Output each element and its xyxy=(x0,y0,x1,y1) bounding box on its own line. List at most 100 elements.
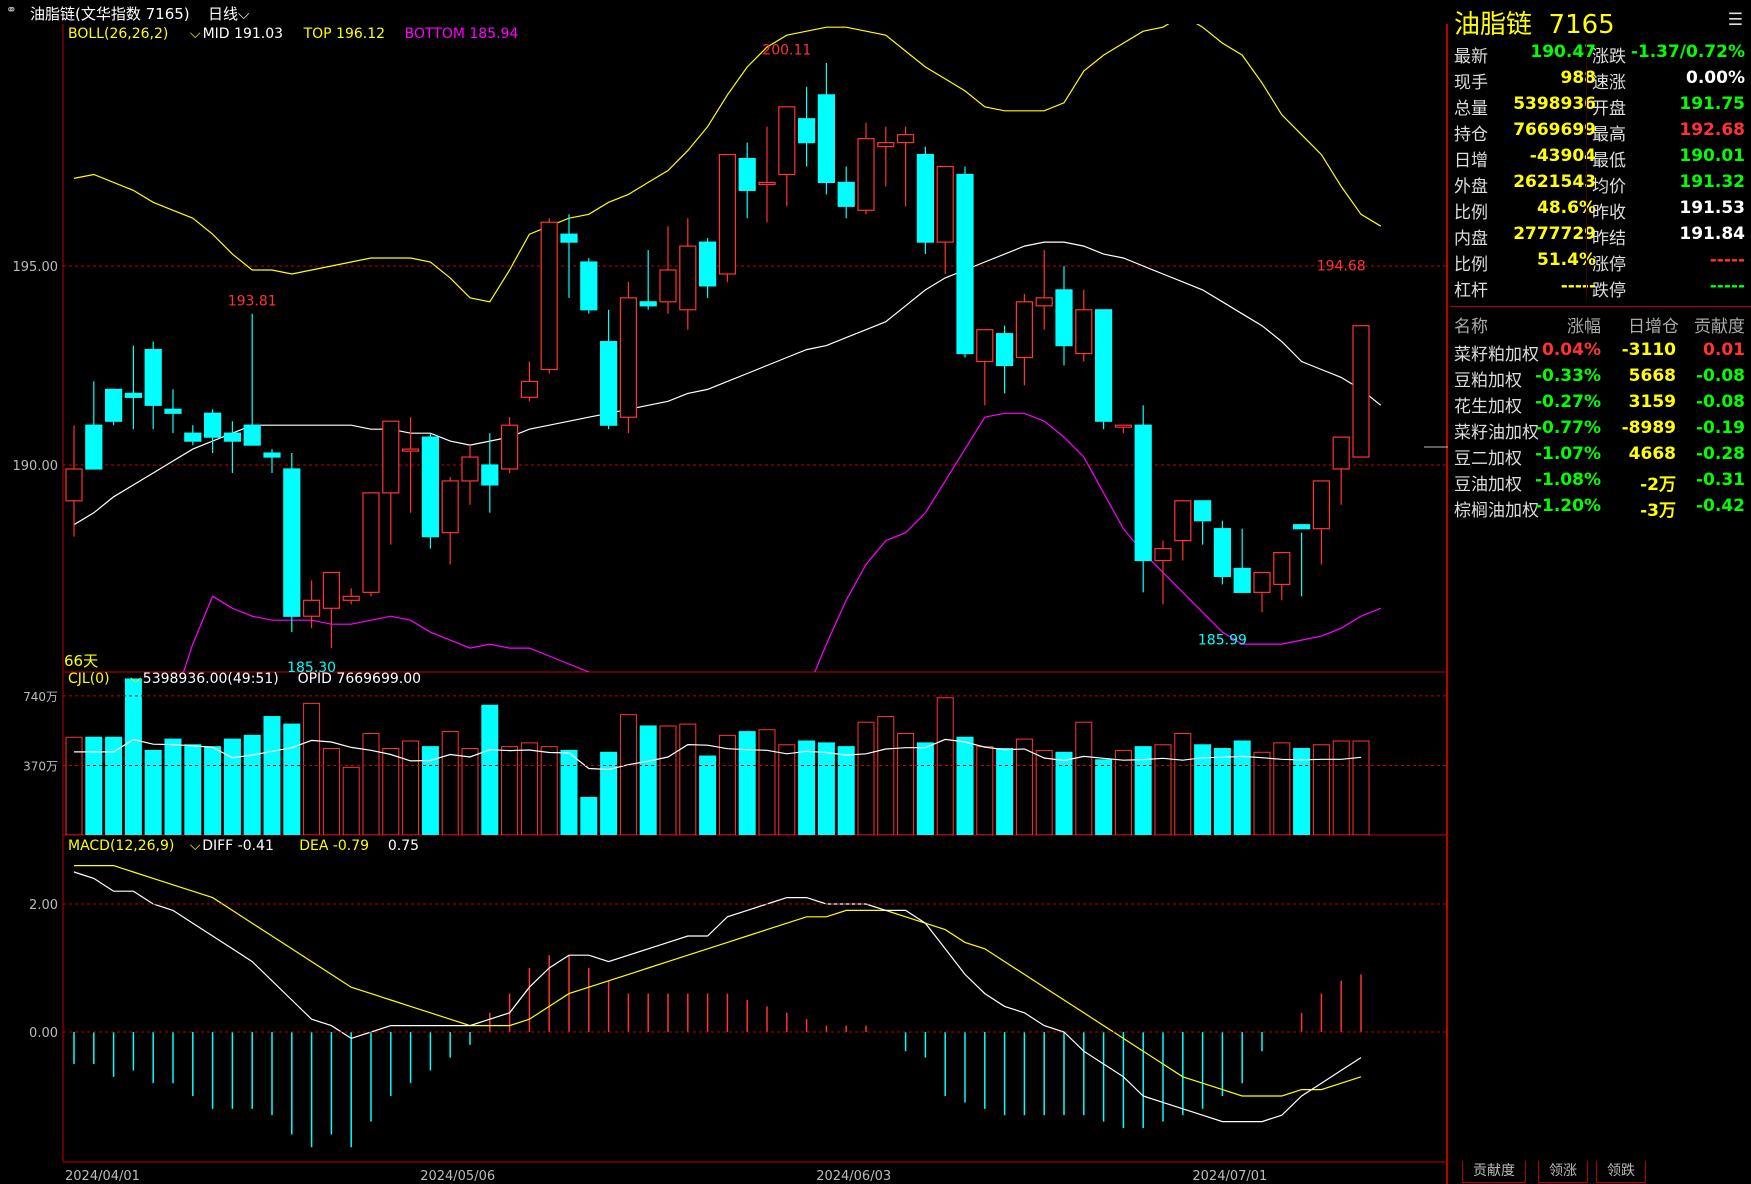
quote-ql2: 开盘 xyxy=(1592,99,1626,119)
contrib-chg: -0.77% xyxy=(1534,418,1601,438)
volume-bar xyxy=(758,729,776,835)
quote-ql2: 均价 xyxy=(1592,177,1626,197)
candle-up xyxy=(1035,297,1053,307)
candle-down xyxy=(144,348,162,406)
quote-row: 现手 988 速涨 0.00% xyxy=(1450,66,1751,93)
contrib-row[interactable]: 棕榈油加权 -1.20% -3万 -0.42 xyxy=(1450,494,1751,521)
candle-up xyxy=(1253,571,1271,593)
candle-up xyxy=(382,420,400,494)
volume-bar xyxy=(877,716,895,835)
boll-legend: BOLL(26,26,2) xyxy=(68,26,168,42)
volume-bar xyxy=(996,748,1014,835)
volume-bar xyxy=(461,748,479,835)
contrib-header-cell[interactable]: 名称 xyxy=(1454,317,1488,337)
volume-bar xyxy=(421,746,439,835)
candle-down xyxy=(243,424,261,446)
contrib-name: 菜籽粕加权 xyxy=(1454,345,1539,365)
macd-legend: 0.75 xyxy=(388,838,419,854)
volume-bar xyxy=(144,749,162,835)
price-extreme-label: 200.11 xyxy=(762,43,811,59)
contrib-name: 花生加权 xyxy=(1454,397,1522,417)
chevron-down-icon: ⌵ xyxy=(238,5,250,23)
tab-contribution[interactable]: 贡献度 xyxy=(1462,1161,1526,1183)
candle-down xyxy=(1193,500,1212,522)
link-icon[interactable]: ⚭ xyxy=(6,3,17,18)
volume-bar xyxy=(1095,759,1113,835)
volume-bar xyxy=(402,740,420,835)
quote-ql2: 昨结 xyxy=(1592,229,1626,249)
chevron-down-icon: ⌵ xyxy=(190,838,201,854)
volume-bar xyxy=(916,742,934,835)
quote-ql: 比例 xyxy=(1454,255,1488,275)
quote-qv: -43904 xyxy=(1529,146,1596,166)
contrib-row[interactable]: 豆粕加权 -0.33% 5668 -0.08 xyxy=(1450,364,1751,391)
contrib-row[interactable]: 豆油加权 -1.08% -2万 -0.31 xyxy=(1450,468,1751,495)
list-menu-icon[interactable]: ☰ xyxy=(1727,10,1743,30)
volume-bar xyxy=(718,734,736,835)
candle-down xyxy=(1292,524,1311,530)
candle-up xyxy=(303,599,321,617)
contrib-row[interactable]: 菜籽油加权 -0.77% -8989 -0.19 xyxy=(1450,416,1751,443)
volume-bar xyxy=(481,704,499,835)
tab-leading-up[interactable]: 领涨 xyxy=(1538,1161,1588,1183)
contrib-oi: -8989 xyxy=(1621,418,1676,438)
contrib-row[interactable]: 豆二加权 -1.07% 4668 -0.28 xyxy=(1450,442,1751,469)
contrib-contrib: -0.19 xyxy=(1696,418,1745,438)
volume-bar xyxy=(501,746,519,835)
candle-up xyxy=(758,181,776,186)
volume-bar xyxy=(679,723,697,835)
quote-ql: 现手 xyxy=(1454,73,1488,93)
candle-up xyxy=(461,456,479,482)
candle-up xyxy=(1154,547,1172,562)
volume-bar xyxy=(699,755,717,835)
candle-down xyxy=(639,301,657,307)
quote-panel: 油脂链 7165 ☰ 最新 190.47 涨跌 -1.37/0.72% 现手 988 速涨 0… xyxy=(1450,0,1751,1184)
candle-down xyxy=(956,173,974,355)
quote-ql: 持仓 xyxy=(1454,125,1488,145)
contrib-header-cell[interactable]: 涨幅 xyxy=(1567,317,1601,337)
candle-down xyxy=(124,392,143,398)
volume-bar xyxy=(1312,744,1330,835)
volume-pane xyxy=(65,678,1370,835)
candle-up xyxy=(679,245,697,311)
contrib-row[interactable]: 菜籽粕加权 0.04% -3110 0.01 xyxy=(1450,338,1751,365)
contrib-chg: -0.33% xyxy=(1534,366,1601,386)
tab-leading-down[interactable]: 领跌 xyxy=(1596,1161,1646,1183)
contrib-chg: -1.08% xyxy=(1534,470,1601,490)
volume-bar xyxy=(619,714,637,835)
contrib-header-cell[interactable]: 贡献度 xyxy=(1694,317,1745,337)
panel-divider xyxy=(1450,306,1751,307)
quote-ql: 杠杆 xyxy=(1454,281,1488,301)
contrib-row[interactable]: 花生加权 -0.27% 3159 -0.08 xyxy=(1450,390,1751,417)
candle-down xyxy=(837,181,855,207)
quote-row: 内盘 2777729 昨结 191.84 xyxy=(1450,222,1751,249)
candle-up xyxy=(540,221,558,371)
volume-ma-line xyxy=(74,738,1362,771)
chevron-down-icon: ⌵ xyxy=(190,26,201,42)
quote-qv: ----- xyxy=(1560,276,1596,296)
candle-up xyxy=(362,492,380,593)
volume-tick-label: 370万 xyxy=(23,759,58,773)
quote-qv: 2621543 xyxy=(1513,172,1596,192)
quote-ql2: 最高 xyxy=(1592,125,1626,145)
period-select[interactable]: 日线⌵ xyxy=(208,5,250,23)
macd-legend: DIFF -0.41 xyxy=(202,838,274,854)
candle-up xyxy=(659,269,677,303)
candle-up xyxy=(976,329,994,363)
quote-ql2: 最低 xyxy=(1592,151,1626,171)
quote-qv2: 192.68 xyxy=(1679,120,1745,140)
contrib-oi: -3万 xyxy=(1640,501,1676,521)
candle-down xyxy=(1055,289,1073,347)
contrib-chg: -1.07% xyxy=(1534,444,1601,464)
quote-ql2: 速涨 xyxy=(1592,73,1626,93)
macd-dea-line xyxy=(74,864,1362,1097)
contrib-contrib: -0.08 xyxy=(1696,366,1745,386)
candle-up xyxy=(1114,424,1133,428)
candle-down xyxy=(995,333,1014,367)
price-extreme-label: 194.68 xyxy=(1317,259,1366,275)
volume-bar xyxy=(1352,740,1370,835)
volume-bar xyxy=(65,736,83,835)
candle-up xyxy=(1352,325,1370,458)
contrib-header-cell[interactable]: 日增仓 xyxy=(1628,317,1679,337)
volume-bar xyxy=(382,748,400,835)
